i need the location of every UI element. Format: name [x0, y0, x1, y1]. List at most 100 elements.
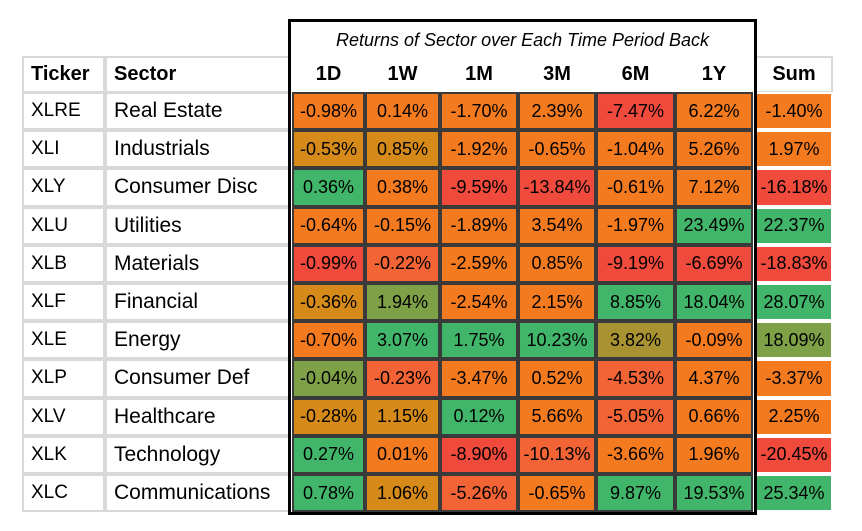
sum-cell: 28.07% [755, 283, 833, 322]
sector-cell: Communications [105, 474, 290, 513]
return-cell: -2.59% [440, 244, 518, 283]
return-cell: -0.65% [518, 474, 596, 513]
return-cell: 3.07% [365, 321, 440, 360]
ticker-header: Ticker [22, 56, 105, 93]
return-cell: -6.69% [675, 244, 753, 283]
sector-cell: Materials [105, 244, 290, 283]
sector-header: Sector [105, 56, 290, 93]
return-cell: -3.66% [596, 435, 675, 474]
return-cell: -5.05% [596, 397, 675, 436]
return-cell: -8.90% [440, 435, 518, 474]
return-cell: 0.36% [292, 168, 365, 207]
period-header: 1W [387, 63, 418, 85]
sum-cell: 18.09% [755, 321, 833, 360]
return-cell: 2.15% [518, 283, 596, 322]
sector-cell: Industrials [105, 130, 290, 169]
ticker-cell: XLU [22, 206, 105, 245]
sum-cell: -16.18% [755, 168, 833, 207]
ticker-cell: XLV [22, 397, 105, 436]
ticker-cell: XLY [22, 168, 105, 207]
return-cell: 6.22% [675, 92, 753, 131]
return-cell: 9.87% [596, 474, 675, 513]
return-cell: -5.26% [440, 474, 518, 513]
return-cell: -1.70% [440, 92, 518, 131]
return-cell: 4.37% [675, 359, 753, 398]
sum-cell: 25.34% [755, 474, 833, 513]
return-cell: 0.66% [675, 397, 753, 436]
ticker-cell: XLRE [22, 92, 105, 131]
sum-cell: -20.45% [755, 435, 833, 474]
return-cell: 10.23% [518, 321, 596, 360]
ticker-cell: XLC [22, 474, 105, 513]
sector-cell: Consumer Def [105, 359, 290, 398]
return-cell: 1.15% [365, 397, 440, 436]
return-cell: 3.82% [596, 321, 675, 360]
return-cell: -0.36% [292, 283, 365, 322]
sum-cell: 22.37% [755, 206, 833, 245]
return-cell: -0.22% [365, 244, 440, 283]
return-cell: 2.39% [518, 92, 596, 131]
return-cell: 7.12% [675, 168, 753, 207]
sector-cell: Utilities [105, 206, 290, 245]
return-cell: -0.65% [518, 130, 596, 169]
sum-cell: -18.83% [755, 244, 833, 283]
period-header: 3M [543, 63, 571, 85]
table-title: Returns of Sector over Each Time Period … [336, 30, 709, 50]
sector-cell: Financial [105, 283, 290, 322]
return-cell: -1.97% [596, 206, 675, 245]
return-cell: -0.23% [365, 359, 440, 398]
return-cell: -0.99% [292, 244, 365, 283]
return-cell: -0.53% [292, 130, 365, 169]
return-cell: 0.85% [365, 130, 440, 169]
return-cell: -0.28% [292, 397, 365, 436]
return-cell: -7.47% [596, 92, 675, 131]
return-cell: 0.14% [365, 92, 440, 131]
return-cell: 19.53% [675, 474, 753, 513]
return-cell: 0.12% [440, 397, 518, 436]
return-cell: -0.09% [675, 321, 753, 360]
ticker-cell: XLF [22, 283, 105, 322]
return-cell: -13.84% [518, 168, 596, 207]
return-cell: -0.70% [292, 321, 365, 360]
sum-cell: -1.40% [755, 92, 833, 131]
return-cell: 1.96% [675, 435, 753, 474]
return-cell: -1.92% [440, 130, 518, 169]
sector-cell: Consumer Disc [105, 168, 290, 207]
return-cell: -3.47% [440, 359, 518, 398]
sum-cell: 2.25% [755, 397, 833, 436]
return-cell: -1.04% [596, 130, 675, 169]
sector-cell: Healthcare [105, 397, 290, 436]
return-cell: 0.78% [292, 474, 365, 513]
return-cell: -9.19% [596, 244, 675, 283]
return-cell: -2.54% [440, 283, 518, 322]
sum-header: Sum [755, 56, 833, 93]
return-cell: 5.26% [675, 130, 753, 169]
return-cell: 8.85% [596, 283, 675, 322]
sum-cell: 1.97% [755, 130, 833, 169]
return-cell: 1.06% [365, 474, 440, 513]
ticker-cell: XLK [22, 435, 105, 474]
return-cell: -0.61% [596, 168, 675, 207]
return-cell: 18.04% [675, 283, 753, 322]
ticker-cell: XLB [22, 244, 105, 283]
sector-cell: Technology [105, 435, 290, 474]
return-cell: 23.49% [675, 206, 753, 245]
return-cell: 0.52% [518, 359, 596, 398]
return-cell: 0.27% [292, 435, 365, 474]
return-cell: -0.15% [365, 206, 440, 245]
return-cell: 0.85% [518, 244, 596, 283]
return-cell: -4.53% [596, 359, 675, 398]
period-header: 6M [621, 63, 650, 85]
return-cell: -9.59% [440, 168, 518, 207]
period-header: 1M [465, 63, 493, 85]
return-cell: 1.94% [365, 283, 440, 322]
ticker-cell: XLP [22, 359, 105, 398]
return-cell: 0.01% [365, 435, 440, 474]
sum-cell: -3.37% [755, 359, 833, 398]
ticker-cell: XLI [22, 130, 105, 169]
return-cell: -10.13% [518, 435, 596, 474]
sector-cell: Energy [105, 321, 290, 360]
return-cell: 0.38% [365, 168, 440, 207]
period-header: 1Y [701, 63, 727, 85]
